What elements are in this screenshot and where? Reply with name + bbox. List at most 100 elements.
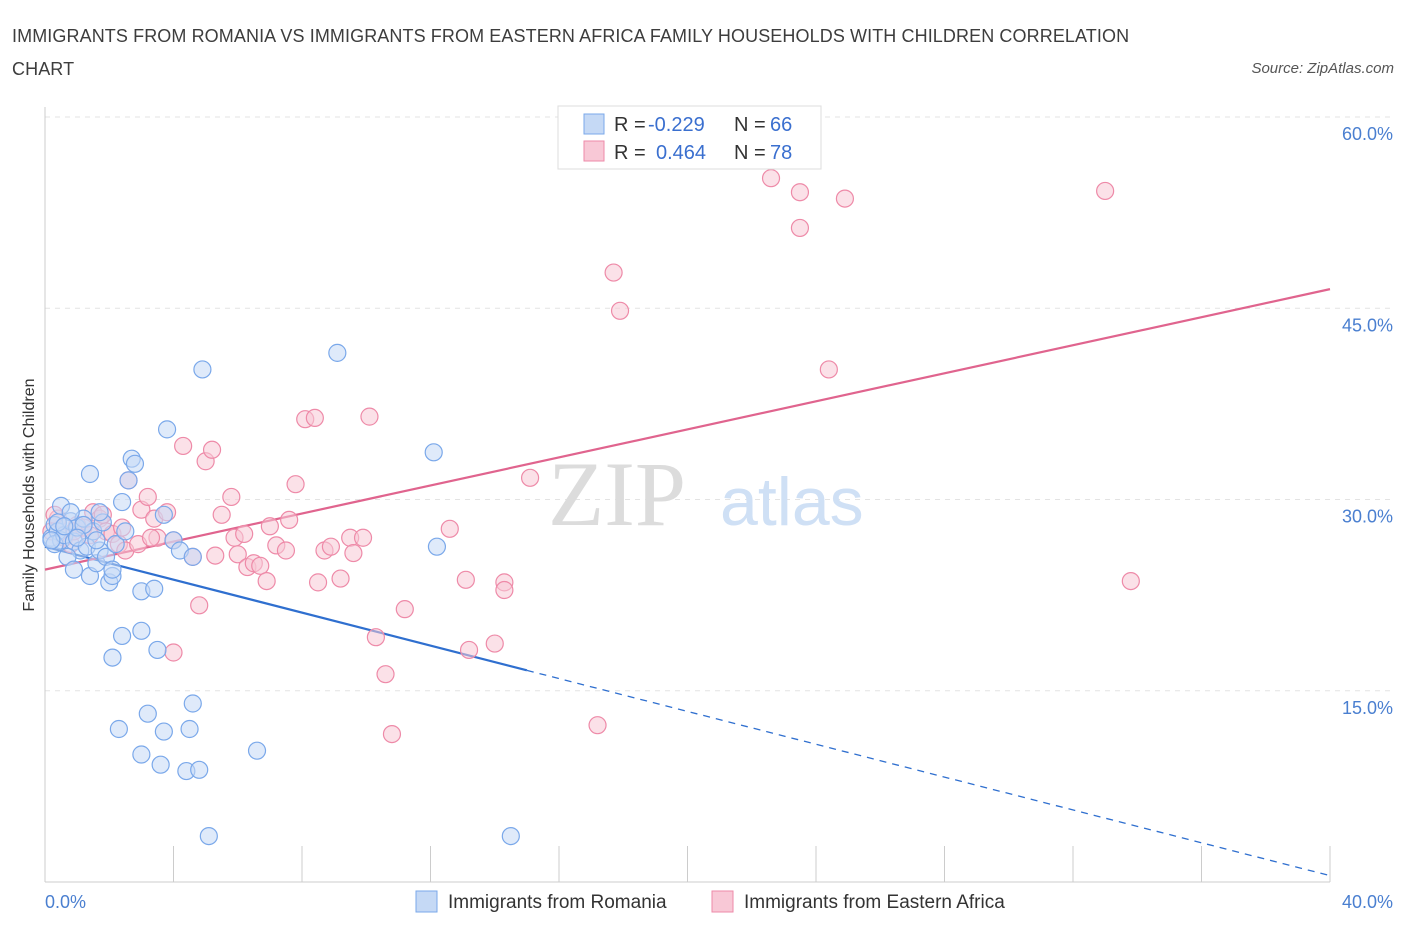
- point-eastern-africa-74: [207, 547, 224, 564]
- point-eastern-africa-50: [396, 601, 413, 618]
- point-eastern-africa-75: [143, 529, 160, 546]
- point-eastern-africa-57: [522, 469, 539, 486]
- point-romania-32: [104, 561, 121, 578]
- point-eastern-africa-31: [258, 573, 275, 590]
- trend-line-romania-projection: [527, 670, 1330, 875]
- x-tick-max: 40.0%: [1342, 892, 1393, 912]
- point-eastern-africa-65: [836, 190, 853, 207]
- point-romania-39: [149, 641, 166, 658]
- point-eastern-africa-63: [791, 219, 808, 236]
- point-romania-53: [152, 756, 169, 773]
- legend-r-label-eastern-africa: R =: [614, 142, 646, 164]
- point-eastern-africa-39: [310, 574, 327, 591]
- point-eastern-africa-25: [223, 488, 240, 505]
- bottom-legend-swatch-eastern-africa: [712, 891, 733, 912]
- point-eastern-africa-34: [277, 542, 294, 559]
- point-romania-65: [56, 518, 73, 535]
- point-romania-57: [200, 828, 217, 845]
- point-eastern-africa-35: [281, 511, 298, 528]
- legend-n-value-romania: 66: [770, 114, 792, 136]
- point-eastern-africa-44: [345, 545, 362, 562]
- point-romania-28: [91, 504, 108, 521]
- point-romania-12: [65, 561, 82, 578]
- point-eastern-africa-21: [191, 597, 208, 614]
- point-romania-51: [155, 723, 172, 740]
- point-romania-58: [502, 828, 519, 845]
- y-axis-label: Family Households with Children: [21, 379, 38, 612]
- point-romania-46: [428, 538, 445, 555]
- point-eastern-africa-60: [612, 302, 629, 319]
- point-eastern-africa-42: [332, 570, 349, 587]
- point-eastern-africa-32: [261, 518, 278, 535]
- point-eastern-africa-77: [236, 525, 253, 542]
- stats-legend: R = -0.229 N = 66 R = 0.464 N = 78: [558, 106, 821, 169]
- point-romania-56: [249, 742, 266, 759]
- point-eastern-africa-36: [287, 476, 304, 493]
- point-romania-48: [181, 721, 198, 738]
- point-romania-36: [155, 506, 172, 523]
- scatter-chart: ZIP atlas 15.0% 30.0% 45.0% 60.0% Family Ho…: [0, 0, 1406, 930]
- y-tick-labels: 15.0% 30.0% 45.0% 60.0%: [1342, 124, 1393, 718]
- point-eastern-africa-14: [139, 488, 156, 505]
- watermark-atlas: atlas: [720, 464, 864, 540]
- point-eastern-africa-53: [461, 641, 478, 658]
- point-romania-64: [88, 532, 105, 549]
- legend-swatch-romania: [584, 114, 604, 134]
- point-eastern-africa-52: [457, 571, 474, 588]
- point-romania-49: [184, 695, 201, 712]
- point-eastern-africa-67: [1122, 573, 1139, 590]
- point-romania-34: [146, 580, 163, 597]
- legend-n-label-eastern-africa: N =: [734, 142, 766, 164]
- series-legend: Immigrants from Romania Immigrants from …: [416, 891, 1005, 913]
- watermark-zip: ZIP: [548, 443, 686, 545]
- point-romania-41: [133, 622, 150, 639]
- legend-r-label-romania: R =: [614, 114, 646, 136]
- point-eastern-africa-19: [175, 437, 192, 454]
- legend-n-value-eastern-africa: 78: [770, 142, 792, 164]
- point-eastern-africa-61: [763, 170, 780, 187]
- point-romania-47: [184, 548, 201, 565]
- point-romania-27: [126, 455, 143, 472]
- point-romania-43: [194, 361, 211, 378]
- y-tick-label-1: 30.0%: [1342, 507, 1393, 527]
- point-romania-40: [104, 649, 121, 666]
- point-romania-31: [81, 466, 98, 483]
- point-romania-25: [120, 472, 137, 489]
- point-eastern-africa-58: [589, 717, 606, 734]
- y-tick-label-0: 15.0%: [1342, 698, 1393, 718]
- point-romania-42: [159, 421, 176, 438]
- legend-r-value-romania: -0.229: [648, 114, 705, 136]
- point-eastern-africa-62: [791, 184, 808, 201]
- point-eastern-africa-59: [605, 264, 622, 281]
- y-tick-label-2: 45.0%: [1342, 315, 1393, 335]
- point-romania-24: [117, 523, 134, 540]
- point-eastern-africa-49: [383, 726, 400, 743]
- point-eastern-africa-51: [441, 520, 458, 537]
- point-romania-59: [110, 721, 127, 738]
- point-romania-63: [43, 532, 60, 549]
- point-eastern-africa-41: [322, 538, 339, 555]
- point-eastern-africa-23: [204, 441, 221, 458]
- point-eastern-africa-30: [252, 557, 269, 574]
- point-eastern-africa-38: [306, 409, 323, 426]
- point-eastern-africa-46: [361, 408, 378, 425]
- grid-lines: [45, 117, 1390, 691]
- point-romania-50: [139, 705, 156, 722]
- point-romania-55: [191, 761, 208, 778]
- watermark: ZIP atlas: [548, 443, 864, 545]
- point-romania-23: [114, 494, 131, 511]
- point-romania-35: [114, 627, 131, 644]
- y-tick-label-3: 60.0%: [1342, 124, 1393, 144]
- point-eastern-africa-68: [165, 644, 182, 661]
- point-romania-45: [425, 444, 442, 461]
- x-tick-min: 0.0%: [45, 892, 86, 912]
- legend-swatch-eastern-africa: [584, 141, 604, 161]
- point-eastern-africa-64: [820, 361, 837, 378]
- point-eastern-africa-45: [355, 529, 372, 546]
- point-romania-44: [329, 344, 346, 361]
- point-eastern-africa-56: [496, 582, 513, 599]
- legend-n-label-romania: N =: [734, 114, 766, 136]
- legend-r-value-eastern-africa: 0.464: [656, 142, 706, 164]
- bottom-legend-label-eastern-africa: Immigrants from Eastern Africa: [744, 892, 1005, 913]
- point-eastern-africa-54: [486, 635, 503, 652]
